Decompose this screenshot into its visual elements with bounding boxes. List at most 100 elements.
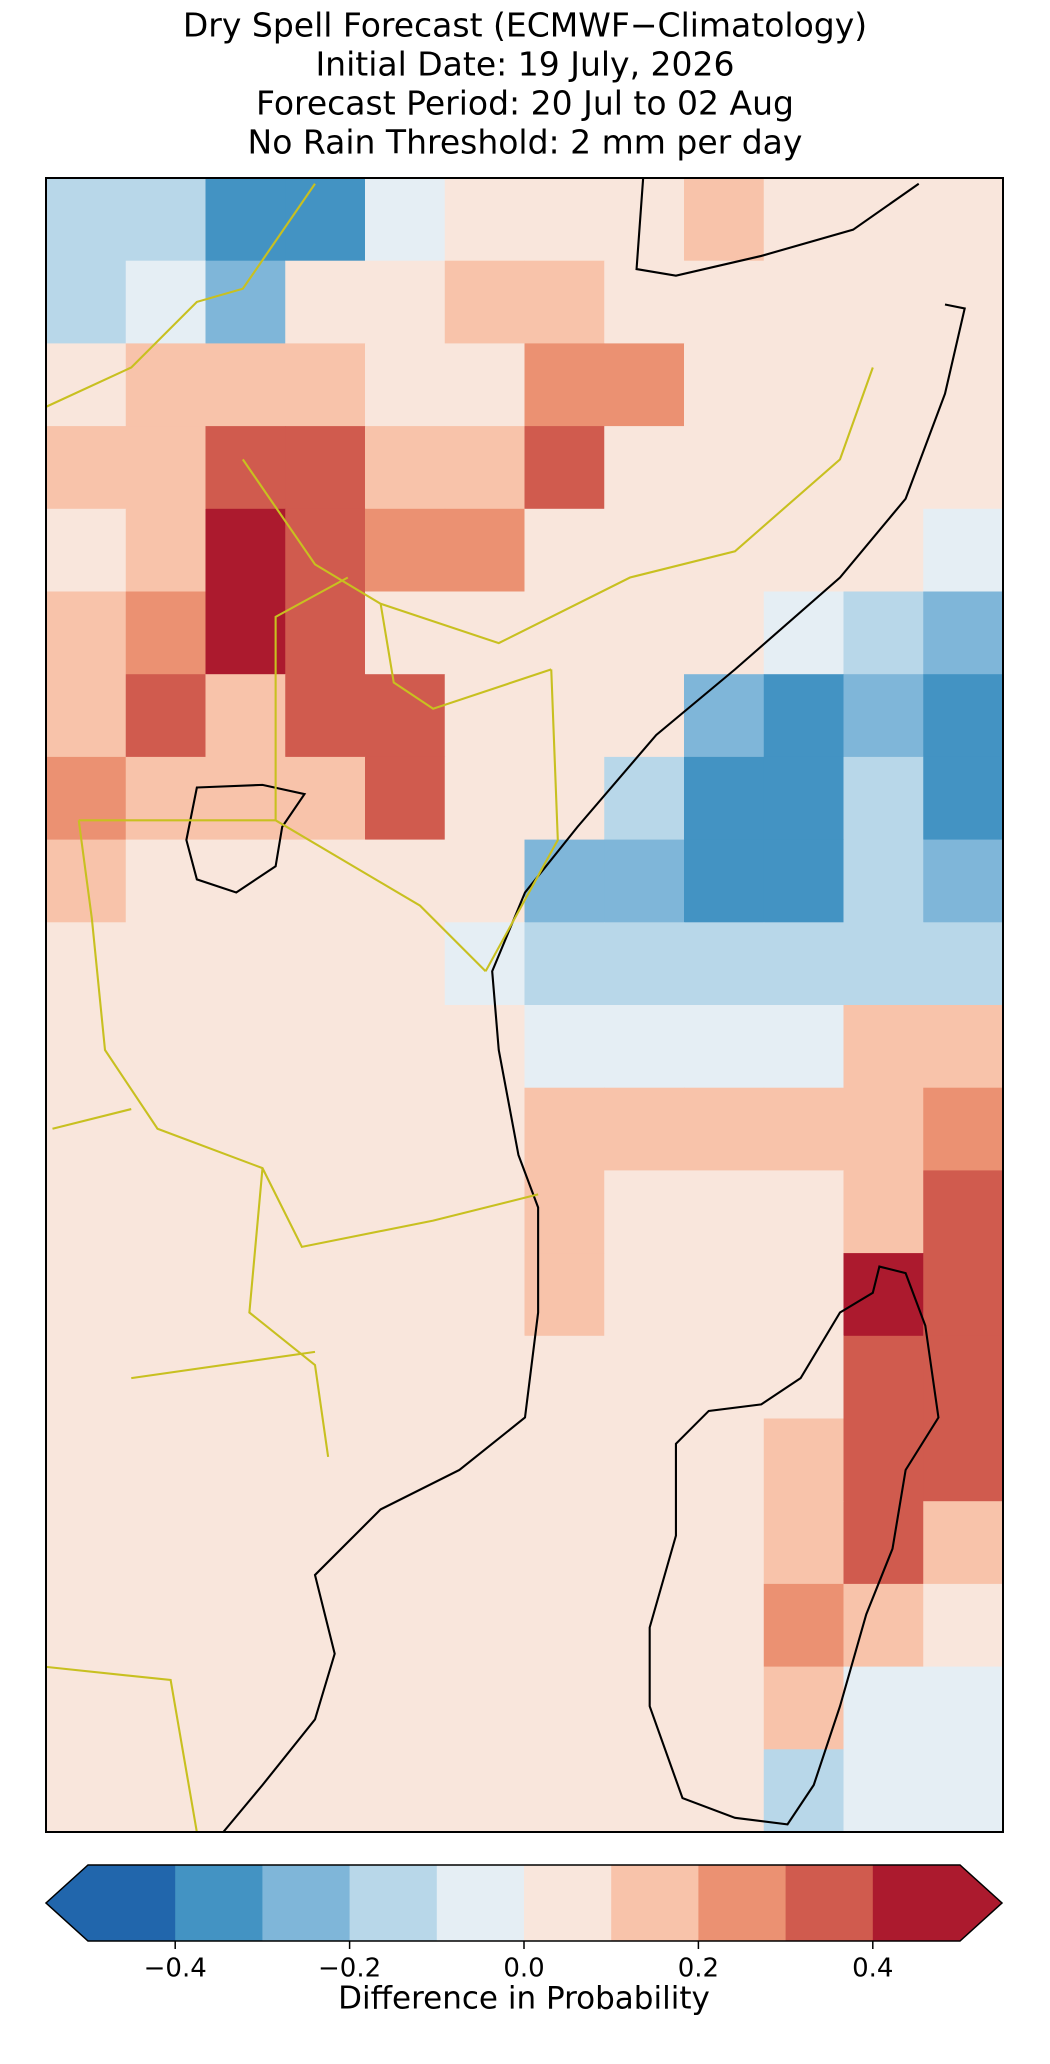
grid-cell [125, 756, 206, 841]
grid-cell [365, 1749, 446, 1833]
grid-cell [285, 260, 366, 344]
grid-cell [684, 922, 765, 1006]
grid-cell [604, 1087, 685, 1171]
grid-cell [125, 1253, 206, 1337]
grid-cell [46, 922, 127, 1006]
grid-cell [46, 1418, 127, 1502]
grid-cell [604, 839, 685, 923]
colorbar-segment [436, 1865, 525, 1941]
grid-cell [285, 839, 366, 923]
grid-cell [46, 1170, 127, 1254]
colorbar-label: Difference in Probability [338, 1981, 710, 2017]
grid-cell [923, 260, 1004, 344]
grid-cell [604, 1335, 685, 1419]
grid-cell [763, 756, 844, 841]
grid-cell [524, 1087, 605, 1171]
grid-cell [923, 1087, 1004, 1171]
grid-cell [125, 591, 206, 675]
grid-cell [843, 1253, 924, 1337]
grid-cell [524, 674, 605, 758]
grid-cell [46, 508, 127, 592]
grid-cell [444, 1335, 525, 1419]
grid-cell [684, 260, 765, 344]
grid-cell [125, 343, 206, 427]
grid-cell [524, 839, 605, 923]
grid-cell [46, 426, 127, 510]
grid-cell [923, 839, 1004, 923]
grid-cell [444, 1170, 525, 1254]
grid-cell [46, 1253, 127, 1337]
grid-cell [843, 674, 924, 758]
grid-cell [444, 1005, 525, 1089]
grid-cell [763, 922, 844, 1006]
map-frame [45, 177, 1004, 1833]
grid-cell [684, 1749, 765, 1833]
grid-cell [923, 178, 1004, 262]
grid-cell [684, 178, 765, 262]
grid-cell [524, 1335, 605, 1419]
grid-cell [205, 1418, 286, 1502]
grid-cell [365, 1583, 446, 1668]
grid-cell [923, 756, 1004, 841]
madagascar [648, 1265, 940, 1826]
grid-cell [843, 839, 924, 923]
grid-cell [46, 1666, 127, 1750]
grid-cell [46, 178, 127, 262]
grid-cell [923, 922, 1004, 1006]
grid-cell [444, 1583, 525, 1668]
grid-cell [365, 426, 446, 510]
grid-cell [46, 260, 127, 344]
grid-cell [763, 1749, 844, 1833]
coastline [222, 178, 966, 1833]
grid-cell [843, 178, 924, 262]
grid-cell [923, 1749, 1004, 1833]
title-line: Forecast Period: 20 Jul to 02 Aug [256, 84, 794, 123]
colorbar-tick-label: −0.2 [318, 1954, 381, 1984]
grid-cell [285, 1749, 366, 1833]
grid-cell [684, 1501, 765, 1585]
grid-cell [285, 674, 366, 758]
grid-cell [763, 1335, 844, 1419]
colorbar-segment [524, 1865, 612, 1941]
grid-cell [604, 591, 685, 675]
grid-cell [763, 508, 844, 592]
map-lines [45, 178, 966, 1833]
grid-cell [923, 1418, 1004, 1502]
grid-cell [285, 1253, 366, 1337]
grid-cell [684, 1170, 765, 1254]
grid-cell [285, 343, 366, 427]
grid-cell [285, 1005, 366, 1089]
grid-cell [205, 1501, 286, 1585]
grid-cell [604, 1005, 685, 1089]
grid-cell [684, 1666, 765, 1750]
grid-cell [684, 756, 765, 841]
grid-cell [763, 260, 844, 344]
grid-cell [444, 756, 525, 841]
grid-cell [365, 922, 446, 1006]
grid-cell [843, 508, 924, 592]
grid-cell [125, 1501, 206, 1585]
grid-cell [524, 1666, 605, 1750]
grid-cell [843, 1005, 924, 1089]
grid-cell [125, 839, 206, 923]
grid-cell [604, 1253, 685, 1337]
grid-cell [125, 426, 206, 510]
grid-cell [923, 343, 1004, 427]
grid-cell [365, 674, 446, 758]
grid-cell [365, 260, 446, 344]
grid-cell [205, 1170, 286, 1254]
grid-cell [684, 839, 765, 923]
grid-cell [524, 426, 605, 510]
grid-cell [205, 839, 286, 923]
grid-cell [604, 343, 685, 427]
grid-cell [205, 1583, 286, 1668]
grid-cell [763, 1253, 844, 1337]
grid-cell [285, 178, 366, 262]
grid-cell [604, 674, 685, 758]
grid-cell [524, 922, 605, 1006]
grid-cell [524, 591, 605, 675]
grid-cell [524, 1583, 605, 1668]
grid-cell [205, 1749, 286, 1833]
grid-cell [843, 1666, 924, 1750]
